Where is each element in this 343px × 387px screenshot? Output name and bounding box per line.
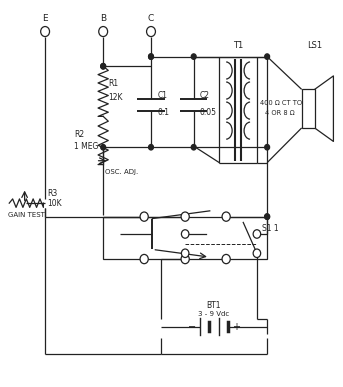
Circle shape [181, 212, 189, 221]
Circle shape [149, 54, 153, 59]
Circle shape [41, 27, 49, 36]
Text: OSC. ADJ.: OSC. ADJ. [105, 169, 138, 175]
Text: 400 Ω CT TO: 400 Ω CT TO [260, 100, 303, 106]
Text: T1: T1 [233, 41, 243, 50]
Circle shape [146, 27, 155, 36]
Circle shape [101, 63, 106, 69]
Circle shape [149, 144, 153, 150]
Circle shape [265, 54, 270, 59]
Polygon shape [315, 76, 333, 141]
Bar [103, 217, 267, 259]
Circle shape [265, 214, 270, 219]
Circle shape [181, 254, 189, 264]
Text: C2: C2 [200, 91, 210, 100]
Circle shape [101, 63, 106, 69]
Text: 4 OR 8 Ω: 4 OR 8 Ω [265, 110, 295, 116]
Circle shape [265, 144, 270, 150]
Text: 12K: 12K [108, 92, 123, 102]
Text: −: − [188, 322, 196, 332]
Text: 10K: 10K [47, 199, 61, 208]
Text: 3 - 9 Vdc: 3 - 9 Vdc [198, 311, 229, 317]
Text: 0.1: 0.1 [157, 108, 169, 117]
Circle shape [101, 144, 106, 150]
Text: B: B [100, 14, 106, 22]
Circle shape [149, 54, 153, 59]
Circle shape [191, 144, 196, 150]
Circle shape [222, 254, 230, 264]
Circle shape [265, 214, 270, 219]
Text: R1: R1 [108, 79, 118, 88]
Text: R2: R2 [74, 130, 84, 139]
Text: C1: C1 [157, 91, 167, 100]
Text: 0.05: 0.05 [200, 108, 217, 117]
Circle shape [181, 230, 189, 238]
Circle shape [191, 54, 196, 59]
Text: 1 MEG: 1 MEG [74, 142, 98, 151]
Circle shape [140, 254, 148, 264]
Text: R3: R3 [47, 189, 57, 198]
Text: S1 1: S1 1 [262, 224, 279, 233]
Bar [301, 89, 315, 128]
Circle shape [222, 212, 230, 221]
Circle shape [99, 27, 108, 36]
Text: LS1: LS1 [307, 41, 322, 50]
Text: +: + [232, 322, 240, 332]
Circle shape [253, 249, 261, 257]
Text: C: C [148, 14, 154, 22]
Text: E: E [42, 14, 48, 22]
Circle shape [253, 230, 261, 238]
Circle shape [181, 249, 189, 257]
Text: BT1: BT1 [206, 301, 221, 310]
Circle shape [140, 212, 148, 221]
Text: GAIN TEST: GAIN TEST [8, 212, 44, 218]
